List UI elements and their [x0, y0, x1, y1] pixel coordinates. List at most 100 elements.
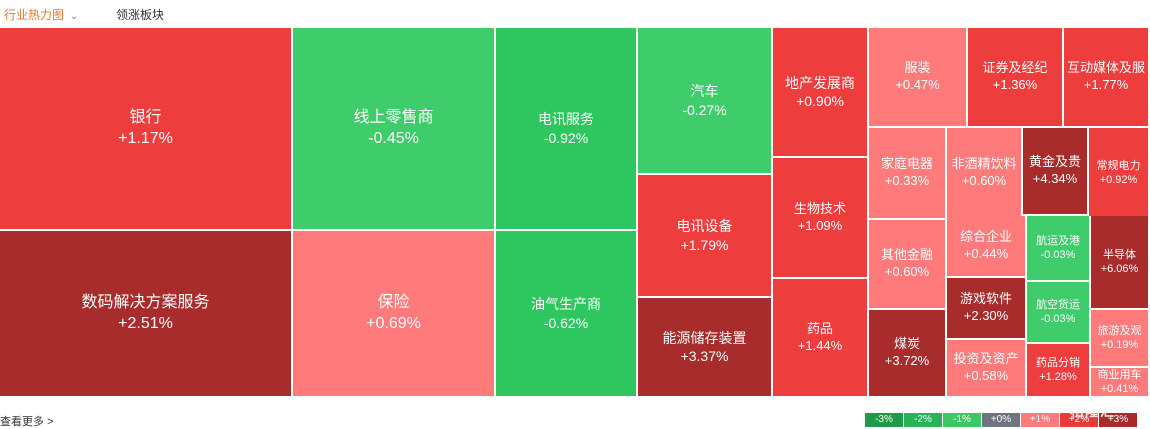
treemap-cell-name: 油气生产商 [531, 296, 601, 313]
treemap-cell[interactable]: 互动媒体及服 +1.77% [1064, 28, 1150, 128]
treemap-cell[interactable]: 线上零售商 -0.45% [293, 28, 496, 231]
treemap-cell-value: +0.58% [963, 368, 1009, 383]
legend-swatch: +1% [1021, 413, 1059, 427]
treemap-cell[interactable]: 非酒精饮料 +0.60% [947, 128, 1023, 220]
treemap-cell[interactable]: 药品 +1.44% [773, 279, 869, 398]
treemap-cell-name: 航空货运 [1036, 298, 1080, 311]
tab-leading-sectors[interactable]: 领涨板块 [116, 8, 165, 22]
treemap-cell[interactable]: 油气生产商 -0.62% [496, 231, 638, 398]
industry-treemap: 银行 +1.17% 数码解决方案服务 +2.51% 线上零售商 -0.45% 保险 +0.69… [0, 28, 1150, 398]
chevron-right-icon: > [47, 416, 54, 428]
treemap-cell-value: +1.28% [1039, 371, 1077, 383]
treemap-cell-name: 药品分销 [1036, 356, 1080, 369]
view-more-link[interactable]: 查看更多 > [0, 413, 54, 429]
treemap-cell-value: +1.79% [680, 236, 729, 253]
treemap-cell[interactable]: 航运及港 -0.03% [1027, 216, 1091, 282]
treemap-cell-value: +2.51% [118, 314, 173, 332]
treemap-cell-name: 生物技术 [793, 200, 846, 216]
header-bar: 行业热力图 ⌄ 领涨板块 [0, 0, 1150, 28]
treemap-cell-value: +1.36% [992, 77, 1038, 92]
treemap-cell[interactable]: 家庭电器 +0.33% [869, 128, 947, 220]
treemap-cell[interactable]: 半导体 +6.06% [1091, 216, 1150, 310]
treemap-cell-value: +0.92% [1099, 174, 1138, 186]
treemap-cell[interactable]: 生物技术 +1.09% [773, 158, 869, 279]
treemap-cell-value: +0.90% [796, 93, 844, 109]
treemap-cell-value: -0.45% [368, 129, 419, 147]
treemap-cell-name: 地产发展商 [785, 74, 855, 91]
treemap-cell-value: +1.44% [797, 337, 843, 353]
treemap-cell-name: 游戏软件 [959, 291, 1012, 307]
treemap-cell-value: +0.47% [895, 77, 940, 92]
treemap-cell[interactable]: 常规电力 +0.92% [1089, 128, 1150, 220]
treemap-cell[interactable]: 商业用车 +0.41% [1091, 368, 1150, 398]
legend-swatch: +3% [1099, 413, 1137, 427]
view-more-label: 查看更多 [0, 416, 44, 428]
treemap-cell-name: 电讯服务 [538, 111, 594, 128]
treemap-cell[interactable]: 旅游及观 +0.19% [1091, 310, 1150, 368]
tab-industry-heatmap[interactable]: 行业热力图 ⌄ [4, 6, 78, 23]
treemap-cell[interactable]: 保险 +0.69% [293, 231, 496, 398]
legend-swatch: +0% [982, 413, 1020, 427]
treemap-cell-name: 常规电力 [1096, 159, 1141, 172]
treemap-cell[interactable]: 其他金融 +0.60% [869, 220, 947, 310]
treemap-cell-name: 旅游及观 [1097, 324, 1142, 337]
treemap-cell[interactable]: 电讯服务 -0.92% [496, 28, 638, 231]
color-legend: -3% -2% -1% +0% +1% +2% +3% [865, 413, 1138, 427]
treemap-cell-name: 商业用车 [1097, 368, 1142, 381]
treemap-cell-value: +0.33% [884, 173, 930, 188]
treemap-cell-value: +0.41% [1100, 383, 1139, 395]
treemap-cell[interactable]: 能源储存装置 +3.37% [638, 298, 773, 398]
treemap-cell-name: 数码解决方案服务 [81, 293, 210, 311]
treemap-cell[interactable]: 电讯设备 +1.79% [638, 175, 773, 298]
treemap-cell-name: 家庭电器 [880, 156, 933, 172]
treemap-cell-name: 银行 [129, 108, 162, 126]
treemap-cell-value: +0.60% [884, 264, 930, 279]
treemap-cell[interactable]: 银行 +1.17% [0, 28, 293, 231]
treemap-cell-value: +4.34% [1032, 171, 1078, 186]
treemap-cell[interactable]: 航空货运 -0.03% [1027, 282, 1091, 344]
treemap-cell[interactable]: 证券及经纪 +1.36% [968, 28, 1064, 128]
treemap-cell-value: -0.03% [1040, 249, 1076, 261]
treemap-cell-name: 汽车 [690, 83, 719, 100]
treemap-cell-value: -0.62% [543, 314, 589, 331]
treemap-cell-value: -0.92% [543, 129, 589, 146]
treemap-cell[interactable]: 汽车 -0.27% [638, 28, 773, 175]
treemap-cell[interactable]: 药品分销 +1.28% [1027, 344, 1091, 398]
treemap-cell-value: +2.30% [963, 308, 1009, 323]
treemap-cell-name: 服装 [904, 60, 931, 76]
treemap-cell-name: 综合企业 [959, 229, 1012, 245]
treemap-cell-value: -0.27% [682, 101, 727, 118]
treemap-cell-value: +3.37% [680, 348, 729, 364]
watermark-logo: 格隆汇 [1070, 403, 1115, 419]
treemap-cell-value: +0.19% [1100, 339, 1139, 351]
footer-bar: 查看更多 > [0, 400, 1150, 429]
treemap-cell[interactable]: 数码解决方案服务 +2.51% [0, 231, 293, 398]
tab-industry-heatmap-label: 行业热力图 [4, 8, 65, 22]
treemap-cell-name: 航运及港 [1036, 234, 1080, 247]
treemap-cell-name: 非酒精饮料 [951, 156, 1017, 172]
treemap-cell-name: 证券及经纪 [982, 60, 1048, 76]
treemap-cell-value: +0.60% [961, 173, 1007, 188]
treemap-cell[interactable]: 综合企业 +0.44% [947, 216, 1027, 278]
treemap-cell-name: 黄金及贵 [1028, 154, 1081, 170]
treemap-cell-value: +1.77% [1083, 77, 1129, 92]
treemap-cell[interactable]: 地产发展商 +0.90% [773, 28, 869, 158]
treemap-cell-value: +6.06% [1100, 263, 1139, 275]
treemap-cell[interactable]: 游戏软件 +2.30% [947, 278, 1027, 340]
treemap-cell[interactable]: 煤炭 +3.72% [869, 310, 947, 398]
treemap-cell-name: 线上零售商 [353, 108, 434, 126]
treemap-cell-name: 互动媒体及服 [1066, 60, 1145, 76]
treemap-cell[interactable]: 黄金及贵 +4.34% [1023, 128, 1089, 216]
treemap-cell-name: 能源储存装置 [662, 329, 747, 346]
treemap-cell-value: +0.44% [963, 246, 1009, 261]
treemap-cell-name: 投资及资产 [953, 351, 1019, 367]
legend-swatch: -3% [865, 413, 903, 427]
chevron-down-icon[interactable]: ⌄ [70, 11, 79, 22]
treemap-cell-name: 保险 [377, 293, 410, 311]
treemap-cell-value: -0.03% [1040, 313, 1076, 325]
treemap-cell[interactable]: 投资及资产 +0.58% [947, 340, 1027, 398]
legend-swatch: -2% [904, 413, 942, 427]
treemap-cell[interactable]: 服装 +0.47% [869, 28, 968, 128]
treemap-cell-value: +0.69% [366, 314, 421, 332]
legend-swatch: +2% [1060, 413, 1098, 427]
